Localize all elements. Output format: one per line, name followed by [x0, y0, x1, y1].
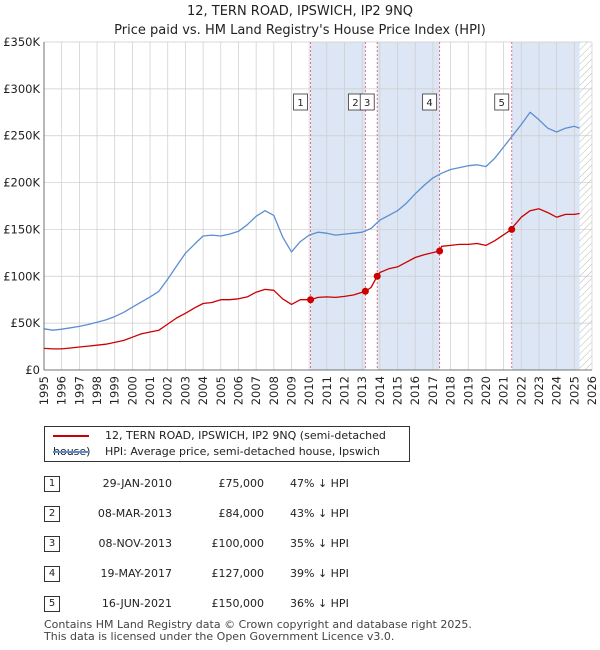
future-hatch-region: [579, 42, 592, 370]
x-tick-label: 2013: [355, 376, 369, 405]
y-tick-label: £300K: [3, 82, 40, 96]
sale-point: [361, 287, 369, 295]
footer-line-1: Contains HM Land Registry data © Crown c…: [44, 618, 472, 631]
legend-swatch-hpi: [53, 451, 89, 453]
property-series-line: [43, 208, 580, 350]
x-tick-label: 2007: [249, 376, 263, 405]
sale-date: 16-JUN-2021: [101, 597, 172, 610]
chart-title-block: 12, TERN ROAD, IPSWICH, IP2 9NQ Price pa…: [0, 2, 600, 40]
x-tick-label: 2009: [284, 376, 298, 405]
x-tick-label: 2004: [196, 376, 210, 405]
sale-price: £150,000: [211, 597, 265, 610]
footer-line-2: This data is licensed under the Open Gov…: [44, 630, 395, 643]
x-tick-label: 2006: [231, 376, 245, 405]
sale-number: 2: [44, 506, 60, 522]
x-tick-label: 2001: [143, 376, 157, 405]
sale-point: [373, 272, 381, 280]
sale-hpi-diff: 43% ↓ HPI: [290, 507, 349, 520]
sale-marker-label: 2: [352, 98, 358, 109]
x-tick-label: 2019: [461, 376, 475, 405]
x-tick-label: 2022: [514, 376, 528, 405]
sale-row: 4 19-MAY-2017 £127,000 39% ↓ HPI: [44, 566, 444, 584]
ownership-shade: [377, 42, 440, 370]
x-tick-label: 2008: [267, 376, 281, 405]
hpi-series-line: [43, 111, 580, 331]
sale-point: [307, 296, 315, 304]
sale-number: 4: [44, 566, 60, 582]
y-tick-label: £0: [25, 363, 40, 377]
y-tick-label: £50K: [11, 316, 41, 330]
sale-marker-box: [494, 93, 510, 111]
legend-item-hpi: HPI: Average price, semi-detached house,…: [53, 444, 380, 460]
x-tick-label: 1997: [72, 376, 86, 405]
y-tick-label: £100K: [3, 269, 40, 283]
sale-price: £75,000: [218, 477, 265, 490]
sale-marker-box: [422, 93, 438, 111]
x-tick-label: 2014: [373, 376, 387, 405]
ownership-shade: [310, 42, 366, 370]
sale-marker-box: [293, 93, 308, 111]
footer-attribution: Contains HM Land Registry data © Crown c…: [44, 619, 472, 643]
x-tick-label: 2005: [214, 376, 228, 405]
sale-hpi-diff: 35% ↓ HPI: [290, 537, 349, 550]
x-tick-label: 1998: [90, 376, 104, 405]
legend-swatch-property: [53, 435, 89, 437]
sale-marker-label: 3: [364, 98, 370, 109]
x-tick-label: 2021: [497, 376, 511, 405]
x-tick-label: 2016: [408, 376, 422, 405]
sale-price: £100,000: [211, 537, 265, 550]
ownership-shade: [511, 42, 580, 370]
sale-row: 2 08-MAR-2013 £84,000 43% ↓ HPI: [44, 506, 444, 524]
x-tick-label: 2018: [444, 376, 458, 405]
sale-point: [436, 247, 444, 255]
x-tick-label: 2025: [567, 376, 581, 405]
sale-hpi-diff: 47% ↓ HPI: [290, 477, 349, 490]
sale-number: 1: [44, 476, 60, 492]
chart-subtitle: Price paid vs. HM Land Registry's House …: [114, 23, 486, 38]
x-tick-label: 1999: [108, 376, 122, 405]
chart-title: 12, TERN ROAD, IPSWICH, IP2 9NQ: [186, 4, 414, 19]
sale-date: 29-JAN-2010: [102, 477, 172, 490]
x-tick-label: 2024: [550, 376, 564, 405]
x-tick-label: 1995: [37, 376, 51, 405]
sale-hpi-diff: 36% ↓ HPI: [290, 597, 349, 610]
x-tick-label: 2011: [320, 376, 334, 405]
sale-hpi-diff: 39% ↓ HPI: [290, 567, 349, 580]
x-tick-label: 2003: [178, 376, 192, 405]
sale-row: 3 08-NOV-2013 £100,000 35% ↓ HPI: [44, 536, 444, 554]
sale-number: 5: [44, 596, 60, 612]
x-tick-label: 2000: [125, 376, 139, 405]
x-tick-label: 2002: [161, 376, 175, 405]
x-tick-label: 2012: [338, 376, 352, 405]
sale-row: 1 29-JAN-2010 £75,000 47% ↓ HPI: [44, 476, 444, 494]
x-tick-label: 2017: [426, 376, 440, 405]
sale-date: 19-MAY-2017: [100, 567, 172, 580]
x-tick-label: 2015: [391, 376, 405, 405]
sale-date: 08-NOV-2013: [98, 537, 172, 550]
chart-legend: 12, TERN ROAD, IPSWICH, IP2 9NQ (semi-de…: [44, 426, 410, 462]
sale-number: 3: [44, 536, 60, 552]
sale-row: 5 16-JUN-2021 £150,000 36% ↓ HPI: [44, 596, 444, 614]
sale-price: £84,000: [218, 507, 265, 520]
sale-marker-label: 1: [297, 98, 303, 109]
sale-marker-label: 5: [499, 98, 505, 109]
sale-marker-label: 4: [426, 98, 432, 109]
x-tick-label: 2023: [532, 376, 546, 405]
y-tick-label: £200K: [3, 176, 40, 190]
legend-label-property: 12, TERN ROAD, IPSWICH, IP2 9NQ (semi-de…: [53, 429, 386, 458]
x-tick-label: 2026: [585, 376, 599, 405]
y-tick-label: £150K: [3, 222, 40, 236]
sale-marker-box: [359, 93, 375, 111]
x-tick-label: 1996: [55, 376, 69, 405]
sale-point: [508, 225, 516, 233]
x-tick-label: 2010: [302, 376, 316, 405]
legend-item-property: 12, TERN ROAD, IPSWICH, IP2 9NQ (semi-de…: [53, 428, 409, 458]
sale-price: £127,000: [211, 567, 265, 580]
x-tick-label: 2020: [479, 376, 493, 405]
y-tick-label: £250K: [3, 129, 40, 143]
y-tick-label: £350K: [3, 35, 40, 49]
legend-label-hpi: HPI: Average price, semi-detached house,…: [105, 445, 380, 458]
sale-date: 08-MAR-2013: [97, 507, 172, 520]
